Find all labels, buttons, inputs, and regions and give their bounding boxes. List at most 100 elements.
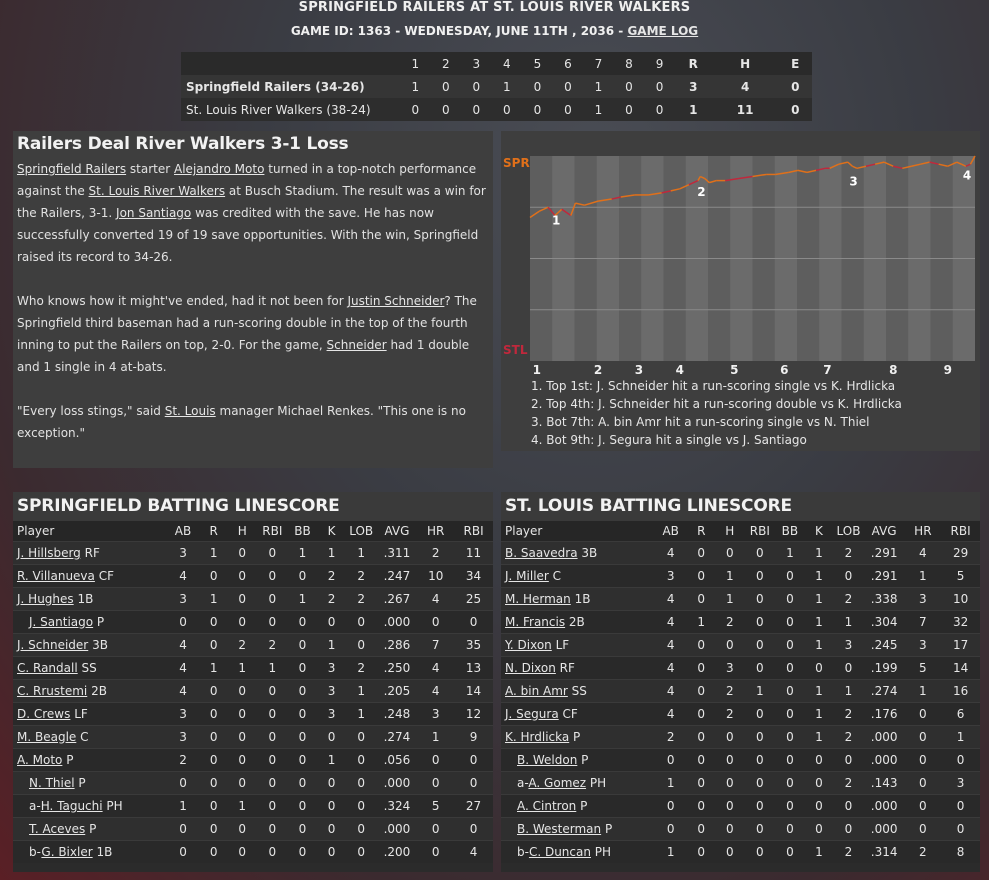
player-link[interactable]: C. Duncan [528,844,591,859]
stat-column-header[interactable]: HR [417,521,455,541]
stat-column-header[interactable]: LOB [833,521,864,541]
stat-cell: 4 [166,563,200,587]
player-link[interactable]: N. Thiel [29,775,75,790]
stat-cell: 6 [941,701,980,725]
stat-cell: 1 [833,609,864,633]
stat-column-header[interactable]: K [804,521,834,541]
player-link[interactable]: K. Hrdlicka [505,729,570,744]
stat-column-header[interactable]: AVG [863,521,905,541]
player-cell: C. Randall SS [13,655,167,679]
player-link[interactable]: M. Herman [505,591,571,606]
player-column-header[interactable]: Player [501,521,654,541]
player-link[interactable]: Alejandro Moto [174,162,265,176]
inning-tick-label: 5 [730,363,738,376]
stat-cell: 1 [687,609,715,633]
inning-score: 1 [594,79,603,94]
player-link[interactable]: J. Hughes [17,591,74,606]
stat-cell: 0 [715,540,745,564]
inning-score: 0 [564,79,572,94]
team-name[interactable]: Springfield Railers (34-26) [186,79,365,94]
stat-column-header[interactable]: AB [653,521,688,541]
player-link[interactable]: A. Cintron [517,798,577,813]
stat-column-header[interactable]: RBI [257,521,288,541]
stat-cell: 0 [227,678,258,702]
stat-column-header[interactable]: H [227,521,258,541]
stat-cell: 0 [687,724,715,748]
story-text: turned in a top-notch performance agains… [17,162,477,198]
stat-cell: 0 [833,747,864,771]
stat-column-header[interactable]: AB [166,521,200,541]
stat-cell: 4 [454,839,493,863]
stat-column-header[interactable]: RBI [454,521,493,541]
player-link[interactable]: J. Santiago [29,614,94,629]
player-column-header[interactable]: Player [13,521,167,541]
player-link[interactable]: N. Dixon [505,660,556,675]
player-link[interactable]: M. Francis [505,614,566,629]
game-log-link[interactable]: GAME LOG [627,24,699,38]
win-prob-segment [856,165,867,170]
stat-cell: 32 [941,609,980,633]
player-position: P [569,729,581,744]
player-link[interactable]: Jon Santiago [116,206,192,220]
stat-cell: 4 [653,655,688,679]
player-link[interactable]: B. Weldon [517,752,578,767]
player-link[interactable]: Y. Dixon [505,637,552,652]
table-row: D. Crews LF 3 0 0 0 0 3 1.248 3 12 [13,701,493,725]
team-name[interactable]: St. Louis River Walkers (38-24) [186,102,371,117]
stat-cell: 0 [715,770,745,794]
player-link[interactable]: R. Villanueva [17,568,95,583]
inning-score: 0 [625,102,633,117]
stat-cell: 29 [941,540,980,564]
stat-column-header[interactable]: HR [904,521,942,541]
player-link[interactable]: D. Crews [17,706,71,721]
player-link[interactable]: C. Randall [17,660,78,675]
player-link[interactable]: C. Rrustemi [17,683,88,698]
sub-prefix: b- [29,844,42,859]
player-link[interactable]: A. Moto [17,752,63,767]
player-link[interactable]: A. Gomez [528,775,587,790]
stat-cell: 0 [345,724,377,748]
player-position: SS [77,660,97,675]
player-link[interactable]: G. Bixler [41,844,93,859]
stat-cell: 0 [317,770,346,794]
stat-cell: 0 [166,839,200,863]
story-paragraph-2: Who knows how it might've ended, had it … [17,290,489,378]
player-cell: M. Beagle C [13,724,167,748]
player-link[interactable]: J. Hillsberg [17,545,81,560]
table-row: N. Dixon RF 4 0 3 0 0 0 0.199 5 14 [501,655,980,679]
player-link[interactable]: J. Schneider [17,637,89,652]
table-row: b-G. Bixler 1B 0 0 0 0 0 0 0.200 0 4 [13,839,493,863]
stat-cell: 0 [287,724,318,748]
game-info: GAME ID: 1363 - WEDNESDAY, JUNE 11TH , 2… [290,24,628,38]
player-link[interactable]: A. bin Amr [505,683,568,698]
stat-column-header[interactable]: RBI [941,521,980,541]
stat-column-header[interactable]: LOB [345,521,377,541]
stat-cell: 0 [687,540,715,564]
player-link[interactable]: H. Taguchi [40,798,103,813]
player-link[interactable]: Schneider [326,338,387,352]
table-row: J. Miller C 3 0 1 0 0 1 0.291 1 5 [501,563,980,587]
team-link[interactable]: St. Louis [164,404,216,418]
player-link[interactable]: B. Saavedra [505,545,578,560]
stat-cell: 16 [941,678,980,702]
stat-column-header[interactable]: R [199,521,228,541]
team-link[interactable]: St. Louis River Walkers [88,184,226,198]
event-marker: 1 [552,214,560,228]
player-link[interactable]: J. Miller [505,568,549,583]
player-link[interactable]: T. Aceves [29,821,86,836]
player-link[interactable]: B. Westerman [517,821,602,836]
player-link[interactable]: M. Beagle [17,729,77,744]
player-link[interactable]: J. Segura [505,706,559,721]
stat-cell: 0 [199,816,228,840]
stat-column-header[interactable]: BB [287,521,318,541]
stat-column-header[interactable]: AVG [376,521,418,541]
stat-column-header[interactable]: R [687,521,715,541]
stat-column-header[interactable]: H [715,521,745,541]
team-link[interactable]: Springfield Railers [17,162,127,176]
stat-column-header[interactable]: BB [775,521,805,541]
stat-cell: 2 [345,586,377,610]
player-link[interactable]: Justin Schneider [347,294,445,308]
stat-cell: 0 [287,563,318,587]
stat-column-header[interactable]: RBI [744,521,776,541]
stat-column-header[interactable]: K [317,521,346,541]
